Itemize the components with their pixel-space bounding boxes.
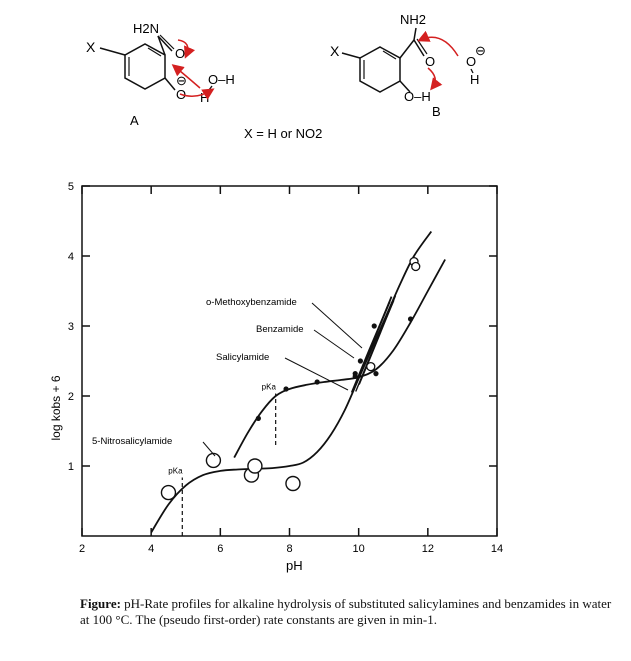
structure-a-minus-sign: ⊖ xyxy=(176,73,187,88)
point-salicylamide xyxy=(407,316,414,322)
caption-text: pH-Rate profiles for alkaline hydrolysis… xyxy=(80,596,612,627)
structure-b-hydroxyl: O–H xyxy=(404,89,431,104)
point-salicylamide xyxy=(373,371,379,377)
point-salicylamide xyxy=(283,386,289,392)
point-benzamide xyxy=(352,371,358,377)
point-o-methoxybenzamide xyxy=(366,361,376,372)
series-label-benzamide: Benzamide xyxy=(256,324,304,335)
point-5-nitrosalicylamide xyxy=(285,475,301,492)
structure-b-carbonyl-o: O xyxy=(425,54,435,69)
structure-b: X NH2 O O–H O H ⊖ B xyxy=(330,12,486,119)
arrow-a-attack xyxy=(171,64,201,89)
x-tick-label: 6 xyxy=(217,543,223,555)
structure-a-carbonyl-o: O xyxy=(175,46,185,61)
series-label-salicylamide: Salicylamide xyxy=(216,352,269,363)
reaction-scheme: X H2N O O ⊖ O–H H A X NH2 O O–H O H ⊖ B … xyxy=(86,12,486,141)
structure-b-hydroxide-o: O xyxy=(466,54,476,69)
x-tick-label: 10 xyxy=(353,543,365,555)
point-salicylamide xyxy=(255,415,261,421)
x-tick-label: 8 xyxy=(286,543,292,555)
leader-line-benzamide xyxy=(313,329,355,359)
point-5-nitrosalicylamide xyxy=(160,484,177,501)
structure-b-hydroxide-h: H xyxy=(470,72,479,87)
x-tick-label: 2 xyxy=(79,543,85,555)
chart-series-labels: 5-Nitrosalicylamide Salicylamide Benzamide… xyxy=(92,297,363,457)
structure-b-x-label: X xyxy=(330,43,340,59)
arrow-a-proton xyxy=(179,88,215,100)
x-axis-label: pH xyxy=(286,558,303,573)
figure-caption: Figure: pH-Rate profiles for alkaline hy… xyxy=(80,596,620,628)
y-axis-label: log kobs + 6 xyxy=(49,375,63,440)
series-label-o-methoxybenzamide: o-Methoxybenzamide xyxy=(206,297,297,308)
x-tick-label: 12 xyxy=(422,543,434,555)
x-tick-label: 4 xyxy=(148,543,154,555)
chart-curves xyxy=(150,230,446,533)
x-definition: X = H or NO2 xyxy=(244,126,322,141)
y-tick-label: 5 xyxy=(68,181,74,193)
y-tick-label: 4 xyxy=(68,251,74,263)
leader-line-5-nitrosalicylamide xyxy=(202,441,216,457)
point-benzamide xyxy=(357,358,363,364)
arrow-b-attack xyxy=(417,30,459,57)
structure-b-minus-sign: ⊖ xyxy=(475,43,486,58)
x-tick-label: 14 xyxy=(491,543,503,555)
structure-a-name: A xyxy=(130,113,139,128)
structure-a-water-oh: O–H xyxy=(208,72,235,87)
structure-b-amide-label: NH2 xyxy=(400,12,426,27)
arrow-b-carbonyl xyxy=(427,67,443,91)
leader-line-o-methoxybenzamide xyxy=(311,302,363,349)
series-label-5-nitrosalicylamide: 5-Nitrosalicylamide xyxy=(92,436,172,447)
chart-annotations: pKa pKa xyxy=(168,383,277,536)
arrow-a-carbonyl xyxy=(177,39,196,59)
curve-o-methoxybenzamide-parallel xyxy=(358,295,397,385)
point-salicylamide xyxy=(314,379,320,385)
pka-label: pKa xyxy=(168,467,183,476)
curve-salicylamide xyxy=(233,259,446,459)
point-5-nitrosalicylamide xyxy=(247,458,263,474)
leader-line-salicylamide xyxy=(284,357,349,391)
point-benzamide xyxy=(371,323,377,329)
y-tick-label: 1 xyxy=(68,461,74,473)
structure-a-x-label: X xyxy=(86,39,96,55)
curve-5-nitrosalicylamide xyxy=(150,230,433,533)
pka-label: pKa xyxy=(262,383,277,392)
structure-a: X H2N O O ⊖ O–H H A xyxy=(86,21,235,128)
structure-a-amide-label: H2N xyxy=(133,21,159,36)
point-o-methoxybenzamide xyxy=(411,261,421,272)
curve-o-methoxybenzamide xyxy=(354,296,393,386)
point-5-nitrosalicylamide xyxy=(205,452,222,469)
y-tick-label: 3 xyxy=(68,321,74,333)
chart-markers xyxy=(160,256,421,501)
caption-label: Figure: xyxy=(80,596,121,611)
y-tick-label: 2 xyxy=(68,391,74,403)
structure-b-name: B xyxy=(432,104,441,119)
